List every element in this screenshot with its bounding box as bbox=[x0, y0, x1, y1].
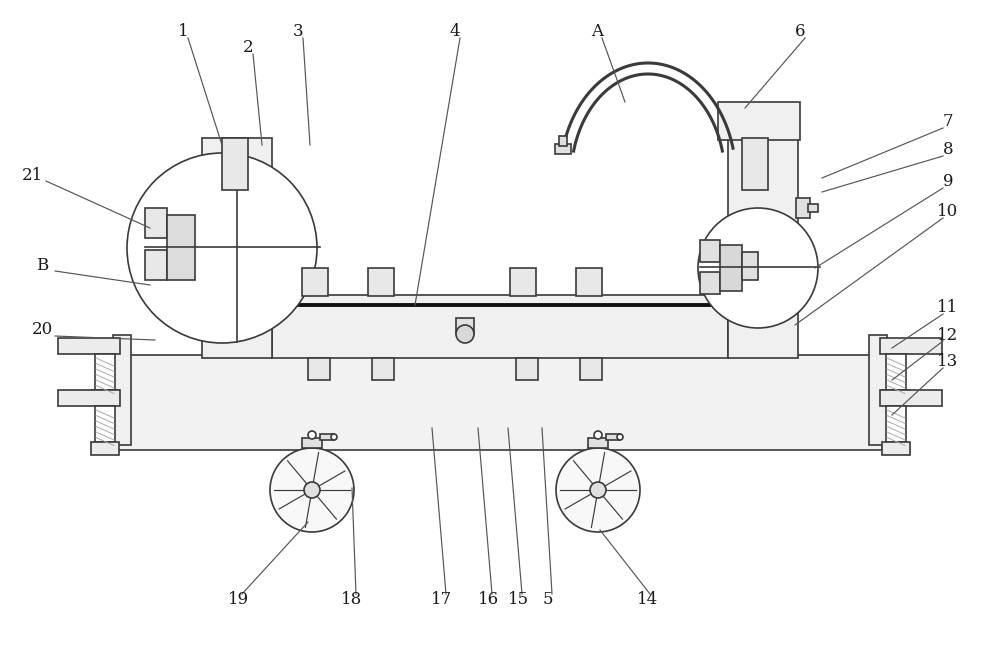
Bar bbox=[886, 354, 906, 390]
Bar bbox=[95, 406, 115, 442]
Bar bbox=[742, 252, 758, 280]
Bar bbox=[510, 268, 536, 296]
Text: 10: 10 bbox=[937, 204, 959, 221]
Text: 9: 9 bbox=[943, 173, 953, 191]
Bar bbox=[700, 240, 720, 262]
Bar bbox=[58, 390, 120, 406]
Bar bbox=[886, 406, 906, 442]
Bar bbox=[880, 390, 942, 406]
Bar bbox=[718, 102, 800, 140]
Bar bbox=[559, 136, 567, 146]
Circle shape bbox=[127, 153, 317, 343]
Bar bbox=[588, 438, 608, 448]
Bar bbox=[118, 355, 882, 450]
Bar bbox=[728, 138, 798, 358]
Text: 11: 11 bbox=[937, 299, 959, 317]
Bar bbox=[606, 434, 620, 440]
Bar bbox=[869, 335, 887, 445]
Bar bbox=[796, 198, 810, 218]
Bar bbox=[272, 295, 728, 358]
Bar bbox=[145, 208, 167, 238]
Bar bbox=[882, 390, 910, 403]
Circle shape bbox=[590, 482, 606, 498]
Text: 5: 5 bbox=[543, 591, 553, 609]
Bar bbox=[576, 268, 602, 296]
Text: 14: 14 bbox=[637, 591, 659, 609]
Circle shape bbox=[270, 448, 354, 532]
Circle shape bbox=[594, 431, 602, 439]
Bar bbox=[222, 138, 248, 190]
Bar bbox=[882, 442, 910, 455]
Circle shape bbox=[617, 434, 623, 440]
Circle shape bbox=[698, 208, 818, 328]
Text: 8: 8 bbox=[943, 141, 953, 158]
Text: 20: 20 bbox=[31, 321, 53, 339]
Circle shape bbox=[456, 325, 474, 343]
Text: 3: 3 bbox=[293, 23, 303, 40]
Bar bbox=[808, 204, 818, 212]
Bar bbox=[145, 250, 167, 280]
Bar bbox=[302, 438, 322, 448]
Bar bbox=[167, 215, 195, 280]
Bar bbox=[720, 245, 742, 291]
Bar bbox=[302, 268, 328, 296]
Bar bbox=[91, 442, 119, 455]
Bar bbox=[516, 358, 538, 380]
Bar bbox=[372, 358, 394, 380]
Bar bbox=[308, 358, 330, 380]
Text: 17: 17 bbox=[431, 591, 453, 609]
Text: 13: 13 bbox=[937, 354, 959, 371]
Bar bbox=[700, 272, 720, 294]
Bar bbox=[580, 358, 602, 380]
Bar bbox=[368, 268, 394, 296]
Bar bbox=[202, 138, 272, 358]
Bar bbox=[555, 144, 571, 154]
Bar bbox=[880, 338, 942, 354]
Text: 21: 21 bbox=[21, 167, 43, 184]
Bar bbox=[58, 338, 120, 354]
Text: 12: 12 bbox=[937, 326, 959, 343]
Text: 18: 18 bbox=[341, 591, 363, 609]
Text: 1: 1 bbox=[178, 23, 188, 40]
Circle shape bbox=[331, 434, 337, 440]
Bar bbox=[742, 138, 768, 190]
Text: 15: 15 bbox=[507, 591, 529, 609]
Circle shape bbox=[304, 482, 320, 498]
Circle shape bbox=[308, 431, 316, 439]
Text: 2: 2 bbox=[243, 40, 253, 56]
Text: 4: 4 bbox=[450, 23, 460, 40]
Text: 16: 16 bbox=[477, 591, 499, 609]
Bar bbox=[456, 318, 474, 334]
Bar bbox=[113, 335, 131, 445]
Text: 6: 6 bbox=[795, 23, 805, 40]
Bar bbox=[320, 434, 334, 440]
Bar bbox=[91, 390, 119, 403]
Text: A: A bbox=[591, 23, 603, 40]
Text: B: B bbox=[36, 256, 48, 273]
Text: 7: 7 bbox=[943, 114, 953, 130]
Bar bbox=[95, 354, 115, 390]
Text: 19: 19 bbox=[227, 591, 249, 609]
Circle shape bbox=[556, 448, 640, 532]
